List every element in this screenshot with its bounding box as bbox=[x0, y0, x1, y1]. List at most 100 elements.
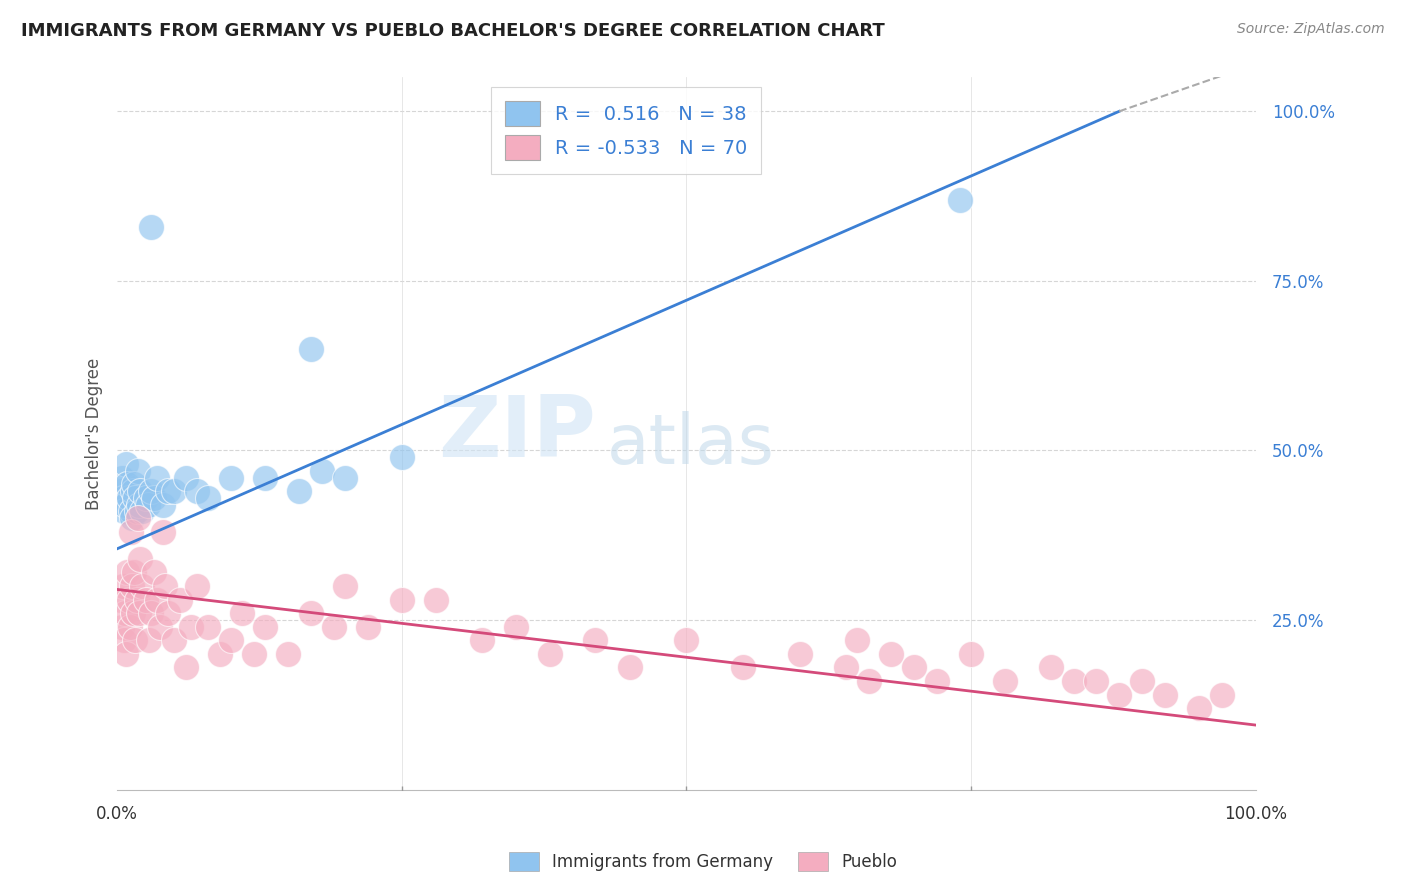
Point bbox=[675, 633, 697, 648]
Point bbox=[125, 504, 148, 518]
Point bbox=[949, 193, 972, 207]
Point bbox=[152, 524, 174, 539]
Point bbox=[142, 491, 165, 505]
Point bbox=[121, 579, 143, 593]
Point bbox=[136, 498, 159, 512]
Point bbox=[357, 620, 380, 634]
Point bbox=[146, 592, 169, 607]
Point bbox=[186, 579, 208, 593]
Point bbox=[277, 647, 299, 661]
Point bbox=[1153, 688, 1175, 702]
Point bbox=[135, 491, 157, 505]
Point bbox=[122, 484, 145, 499]
Point bbox=[846, 633, 869, 648]
Point bbox=[1039, 660, 1062, 674]
Point bbox=[111, 491, 134, 505]
Point bbox=[1211, 688, 1233, 702]
Point bbox=[254, 470, 277, 484]
Point bbox=[117, 491, 139, 505]
Point bbox=[505, 620, 527, 634]
Point bbox=[288, 484, 311, 499]
Point bbox=[197, 491, 219, 505]
Point bbox=[219, 633, 242, 648]
Point bbox=[1188, 701, 1211, 715]
Point bbox=[169, 592, 191, 607]
Point bbox=[128, 606, 150, 620]
Point bbox=[141, 484, 163, 499]
Point bbox=[117, 566, 139, 580]
Text: Source: ZipAtlas.com: Source: ZipAtlas.com bbox=[1237, 22, 1385, 37]
Point bbox=[138, 633, 160, 648]
Point bbox=[142, 566, 165, 580]
Point bbox=[127, 464, 149, 478]
Point bbox=[129, 484, 152, 499]
Point bbox=[219, 470, 242, 484]
Point bbox=[124, 491, 146, 505]
Point bbox=[733, 660, 755, 674]
Point bbox=[141, 606, 163, 620]
Point bbox=[117, 592, 139, 607]
Point bbox=[789, 647, 811, 661]
Point bbox=[131, 504, 153, 518]
Point bbox=[254, 620, 277, 634]
Point bbox=[122, 477, 145, 491]
Point bbox=[114, 606, 136, 620]
Point bbox=[391, 592, 413, 607]
Point bbox=[120, 524, 142, 539]
Point bbox=[197, 620, 219, 634]
Point bbox=[122, 606, 145, 620]
Legend: R =  0.516   N = 38, R = -0.533   N = 70: R = 0.516 N = 38, R = -0.533 N = 70 bbox=[491, 87, 761, 174]
Point bbox=[128, 498, 150, 512]
Point bbox=[125, 592, 148, 607]
Point bbox=[174, 660, 197, 674]
Point bbox=[1108, 688, 1130, 702]
Point bbox=[174, 470, 197, 484]
Legend: Immigrants from Germany, Pueblo: Immigrants from Germany, Pueblo bbox=[501, 843, 905, 880]
Point bbox=[243, 647, 266, 661]
Point bbox=[141, 219, 163, 234]
Point bbox=[110, 592, 132, 607]
Point bbox=[110, 484, 132, 499]
Point bbox=[163, 484, 186, 499]
Point bbox=[152, 498, 174, 512]
Point bbox=[333, 470, 356, 484]
Point bbox=[121, 511, 143, 525]
Point bbox=[112, 504, 135, 518]
Point bbox=[115, 647, 138, 661]
Point bbox=[129, 552, 152, 566]
Point bbox=[619, 660, 641, 674]
Point bbox=[124, 633, 146, 648]
Point bbox=[127, 511, 149, 525]
Point bbox=[111, 470, 134, 484]
Point bbox=[1085, 673, 1108, 688]
Point bbox=[114, 498, 136, 512]
Point bbox=[163, 633, 186, 648]
Point bbox=[117, 477, 139, 491]
Point bbox=[208, 647, 231, 661]
Point bbox=[583, 633, 606, 648]
Text: IMMIGRANTS FROM GERMANY VS PUEBLO BACHELOR'S DEGREE CORRELATION CHART: IMMIGRANTS FROM GERMANY VS PUEBLO BACHEL… bbox=[21, 22, 884, 40]
Point bbox=[115, 457, 138, 471]
Text: atlas: atlas bbox=[607, 410, 775, 477]
Point bbox=[538, 647, 561, 661]
Point bbox=[180, 620, 202, 634]
Point bbox=[146, 470, 169, 484]
Point bbox=[858, 673, 880, 688]
Point bbox=[153, 579, 176, 593]
Point bbox=[880, 647, 903, 661]
Point bbox=[122, 566, 145, 580]
Point bbox=[111, 620, 134, 634]
Point bbox=[299, 342, 322, 356]
Point bbox=[960, 647, 983, 661]
Point bbox=[311, 464, 333, 478]
Point bbox=[186, 484, 208, 499]
Point bbox=[131, 579, 153, 593]
Point bbox=[157, 484, 180, 499]
Point bbox=[299, 606, 322, 620]
Point bbox=[322, 620, 344, 634]
Point bbox=[1063, 673, 1085, 688]
Y-axis label: Bachelor's Degree: Bachelor's Degree bbox=[86, 358, 103, 509]
Point bbox=[1130, 673, 1153, 688]
Text: ZIP: ZIP bbox=[437, 392, 595, 475]
Point bbox=[120, 504, 142, 518]
